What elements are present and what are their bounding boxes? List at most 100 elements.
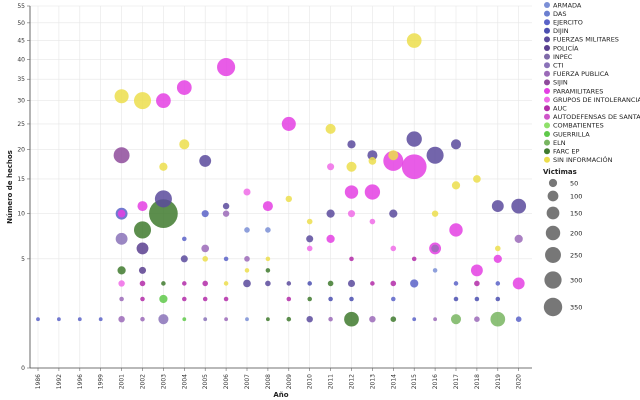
- data-point: [137, 201, 148, 212]
- legend-label: ARMADA: [553, 1, 582, 9]
- legend-swatch: [544, 122, 550, 129]
- data-point: [223, 281, 229, 286]
- data-point: [140, 316, 145, 322]
- data-point: [202, 296, 208, 302]
- data-point: [224, 317, 229, 322]
- data-point: [199, 154, 212, 167]
- x-tick-label: 2013: [369, 374, 376, 389]
- legend-label: SIJIN: [553, 79, 568, 87]
- data-point: [391, 296, 396, 302]
- data-point: [243, 188, 251, 196]
- legend-swatch: [544, 79, 550, 86]
- x-tick-label: 2009: [286, 374, 293, 389]
- data-point: [138, 266, 147, 274]
- data-point: [133, 221, 152, 239]
- data-point: [136, 242, 149, 255]
- data-point: [453, 281, 459, 286]
- data-point: [431, 210, 439, 217]
- data-point: [406, 131, 422, 147]
- x-tick-label: 2002: [140, 374, 147, 389]
- legend-swatch: [544, 45, 550, 51]
- x-tick-label: 2011: [328, 374, 335, 389]
- data-point: [495, 245, 501, 252]
- y-axis-title: Número de hechos: [6, 150, 14, 224]
- size-legend-label: 300: [570, 276, 582, 284]
- data-point: [388, 150, 399, 161]
- data-points: [36, 33, 527, 327]
- data-point: [307, 296, 312, 302]
- legend-label: FUERZA PUBLICA: [553, 70, 609, 78]
- data-point: [223, 296, 229, 302]
- y-tick-label: 45: [17, 38, 25, 45]
- x-tick-label: 2006: [223, 374, 230, 389]
- data-point: [450, 314, 462, 325]
- data-point: [346, 161, 357, 172]
- data-point: [149, 199, 178, 228]
- y-tick-label: 50: [17, 20, 25, 27]
- data-point: [154, 190, 172, 208]
- data-point: [328, 316, 333, 322]
- data-point: [306, 245, 313, 252]
- x-axis-title: Año: [273, 391, 288, 399]
- grid: [30, 5, 532, 368]
- data-point: [201, 210, 209, 218]
- y-tick-label: 0: [21, 365, 25, 372]
- data-point: [306, 235, 314, 243]
- size-legend-label: 150: [570, 209, 582, 217]
- data-point: [410, 279, 419, 288]
- x-tick-label: 2016: [432, 374, 439, 389]
- legend-swatch: [544, 156, 550, 163]
- data-point: [474, 316, 480, 322]
- data-point: [491, 200, 504, 213]
- x-tick-label: 2004: [181, 374, 188, 389]
- size-legend-circle: [546, 206, 560, 220]
- size-legend-circle: [543, 297, 563, 317]
- data-point: [327, 280, 334, 287]
- legend-swatch: [544, 27, 550, 34]
- x-tick-label: 2008: [265, 374, 272, 389]
- data-point: [98, 317, 103, 322]
- size-legend-label: 200: [570, 229, 582, 237]
- data-point: [383, 150, 404, 171]
- data-point: [453, 296, 459, 302]
- x-tick-label: 2014: [390, 374, 397, 389]
- data-point: [286, 296, 292, 302]
- size-legend-label: 250: [570, 251, 582, 259]
- data-point: [344, 311, 359, 327]
- data-point: [156, 93, 171, 109]
- legend-swatch: [544, 105, 550, 112]
- data-point: [77, 317, 82, 322]
- x-tick-label: 1996: [77, 374, 84, 389]
- data-point: [139, 280, 146, 287]
- data-point: [495, 281, 501, 286]
- data-point: [449, 223, 463, 237]
- x-tick-label: 2001: [119, 374, 126, 389]
- data-point: [451, 181, 461, 190]
- data-point: [307, 281, 312, 286]
- size-legend-label: 100: [570, 192, 582, 200]
- data-point: [390, 280, 397, 287]
- data-point: [328, 296, 333, 302]
- data-point: [344, 185, 359, 199]
- data-point: [515, 316, 522, 322]
- x-tick-label: 2012: [349, 374, 356, 389]
- legend-label: INPEC: [553, 53, 573, 61]
- x-tick-label: 2005: [202, 374, 209, 389]
- data-point: [511, 198, 527, 214]
- data-point: [57, 317, 61, 322]
- x-tick-label: 2003: [160, 374, 167, 389]
- data-point: [244, 227, 250, 233]
- data-point: [327, 163, 335, 171]
- data-point: [390, 245, 397, 252]
- data-point: [512, 277, 525, 290]
- data-point: [450, 139, 462, 150]
- legend-label: DIJIN: [553, 27, 569, 35]
- y-tick-label: 15: [17, 176, 25, 183]
- data-point: [474, 280, 480, 287]
- data-point: [222, 210, 230, 217]
- data-point: [265, 256, 271, 262]
- data-point: [286, 316, 292, 322]
- data-point: [222, 202, 230, 210]
